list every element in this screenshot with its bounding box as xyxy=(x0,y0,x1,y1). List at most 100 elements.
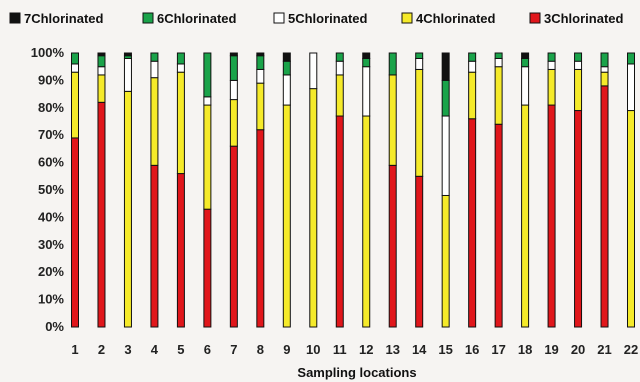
y-tick-label: 20% xyxy=(38,264,64,279)
x-tick-label: 16 xyxy=(465,342,479,357)
bar-segment-3chlorinated xyxy=(150,164,159,328)
x-tick-label: 6 xyxy=(204,342,211,357)
x-tick-label: 11 xyxy=(333,342,347,357)
bar-segment-7chlorinated xyxy=(229,52,238,57)
legend-swatch-7chlorinated xyxy=(9,12,21,24)
bar-segment-4chlorinated xyxy=(415,68,424,177)
y-tick-label: 50% xyxy=(38,182,64,197)
x-axis-title: Sampling locations xyxy=(297,365,416,380)
y-tick-label: 100% xyxy=(31,45,65,60)
x-tick-label: 9 xyxy=(283,342,290,357)
bar-segment-4chlorinated xyxy=(574,68,583,112)
bar-segment-5chlorinated xyxy=(468,60,477,73)
bar-segment-5chlorinated xyxy=(123,57,132,92)
legend-swatch-5chlorinated xyxy=(273,12,285,24)
bar-segment-4chlorinated xyxy=(309,88,318,328)
bar-segment-3chlorinated xyxy=(229,145,238,328)
bar-segment-3chlorinated xyxy=(494,123,503,328)
bar-segment-6chlorinated xyxy=(335,52,344,62)
bar-segment-5chlorinated xyxy=(309,52,318,90)
bar-segment-4chlorinated xyxy=(97,74,106,103)
bar-segment-6chlorinated xyxy=(388,52,397,76)
x-tick-label: 18 xyxy=(518,342,532,357)
bar-segment-7chlorinated xyxy=(97,52,106,57)
bar-segment-4chlorinated xyxy=(71,71,79,139)
y-tick-label: 80% xyxy=(38,100,64,115)
x-tick-label: 12 xyxy=(359,342,373,357)
x-tick-label: 20 xyxy=(571,342,585,357)
bar-segment-4chlorinated xyxy=(362,115,371,328)
bar-segment-5chlorinated xyxy=(97,66,106,76)
x-tick-label: 17 xyxy=(491,342,505,357)
legend-swatch-6chlorinated xyxy=(142,12,154,24)
x-tick-label: 22 xyxy=(624,342,638,357)
bar-segment-6chlorinated xyxy=(441,79,450,117)
x-axis: 1 2 3 4 5 6 7 8 9 10 11 12 13 14 15 16 17 18 19 20 21 22 xyxy=(71,342,638,357)
x-tick-label: 1 xyxy=(71,342,78,357)
x-tick-label: 10 xyxy=(306,342,320,357)
bar-segment-4chlorinated xyxy=(468,71,477,120)
legend-label-4chlorinated: 4Chlorinated xyxy=(416,11,496,26)
bar-segment-6chlorinated xyxy=(203,52,212,98)
bar-segment-4chlorinated xyxy=(521,104,530,328)
bar-segment-5chlorinated xyxy=(574,60,583,70)
bar-segment-7chlorinated xyxy=(521,52,530,59)
bar-segment-5chlorinated xyxy=(415,57,424,70)
x-tick-label: 8 xyxy=(257,342,264,357)
x-tick-label: 7 xyxy=(230,342,237,357)
legend: 7Chlorinated 6Chlorinated 5Chlorinated 4Chl… xyxy=(9,11,624,26)
bar-segment-7chlorinated xyxy=(256,52,265,57)
bar-segment-6chlorinated xyxy=(494,52,503,59)
bar-segment-5chlorinated xyxy=(282,74,291,106)
bar-segment-5chlorinated xyxy=(600,66,609,73)
bar-segment-3chlorinated xyxy=(97,101,106,328)
x-tick-label: 14 xyxy=(412,342,427,357)
bar-segment-4chlorinated xyxy=(256,82,265,131)
y-axis: 0% 10% 20% 30% 40% 50% 60% 70% 80% 90% 100% xyxy=(31,45,65,334)
bar-segment-6chlorinated xyxy=(229,55,238,81)
bar-segment-3chlorinated xyxy=(547,104,556,328)
bar-segment-4chlorinated xyxy=(600,71,609,87)
bar-segment-6chlorinated xyxy=(150,52,159,62)
bar-segment-6chlorinated xyxy=(71,52,79,65)
bar-segment-5chlorinated xyxy=(203,96,212,106)
y-tick-label: 70% xyxy=(38,127,64,142)
bar-segment-7chlorinated xyxy=(441,52,450,81)
bar-segment-4chlorinated xyxy=(123,90,132,328)
x-tick-label: 4 xyxy=(151,342,159,357)
bar-segment-3chlorinated xyxy=(203,208,212,328)
bar-segment-5chlorinated xyxy=(335,60,344,76)
bar-segment-4chlorinated xyxy=(547,68,556,106)
bar-segment-4chlorinated xyxy=(441,194,450,328)
legend-label-5chlorinated: 5Chlorinated xyxy=(288,11,368,26)
legend-swatch-3chlorinated xyxy=(529,12,541,24)
bar-segment-4chlorinated xyxy=(388,74,397,166)
bar-segment-3chlorinated xyxy=(256,129,265,328)
bar-segment-6chlorinated xyxy=(362,57,371,68)
bar-segment-5chlorinated xyxy=(362,66,371,117)
y-tick-label: 60% xyxy=(38,155,64,170)
bar-segment-7chlorinated xyxy=(123,52,132,57)
bar-segment-7chlorinated xyxy=(362,52,371,59)
y-tick-label: 30% xyxy=(38,237,64,252)
bar-segment-7chlorinated xyxy=(282,52,291,62)
legend-label-3chlorinated: 3Chlorinated xyxy=(544,11,624,26)
bar-segment-5chlorinated xyxy=(547,60,556,70)
bar-segment-6chlorinated xyxy=(627,52,635,65)
bar-segment-4chlorinated xyxy=(229,99,238,147)
bar-segment-4chlorinated xyxy=(150,77,159,166)
legend-swatch-4chlorinated xyxy=(401,12,413,24)
bar-segment-4chlorinated xyxy=(494,66,503,125)
bar-segment-5chlorinated xyxy=(627,63,635,112)
legend-label-6chlorinated: 6Chlorinated xyxy=(157,11,237,26)
bar-segment-5chlorinated xyxy=(150,60,159,79)
bar-segment-3chlorinated xyxy=(388,164,397,328)
bar-segment-5chlorinated xyxy=(494,57,503,68)
x-tick-label: 21 xyxy=(597,342,611,357)
bar-segment-3chlorinated xyxy=(71,137,79,328)
y-tick-label: 0% xyxy=(45,319,64,334)
legend-label-7chlorinated: 7Chlorinated xyxy=(24,11,104,26)
bar-segment-4chlorinated xyxy=(627,110,635,328)
bar-segment-4chlorinated xyxy=(203,104,212,210)
bar-segment-6chlorinated xyxy=(468,52,477,62)
